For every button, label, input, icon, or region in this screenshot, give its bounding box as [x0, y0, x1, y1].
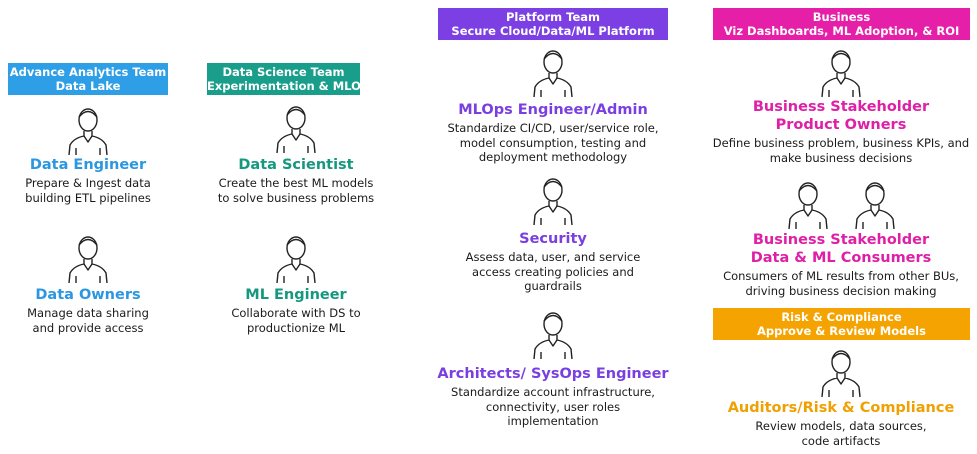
team-header: Data Science Team Experimentation & MLOp…: [207, 63, 376, 95]
role-title: Data Scientist: [238, 157, 354, 173]
person-icon: [817, 346, 865, 398]
role-desc: implementation: [507, 414, 599, 428]
team-header: Advance Analytics Team Data Lake: [8, 63, 168, 95]
person-icon: [817, 46, 865, 98]
header-line: Advance Analytics Team: [9, 65, 167, 79]
role: Data Engineer Prepare & Ingest data build…: [25, 156, 151, 205]
role-title: MLOps Engineer/Admin: [458, 102, 648, 118]
role-title: Business Stakeholder: [752, 99, 930, 115]
team-header: Platform Team Secure Cloud/Data/ML Platf…: [438, 8, 668, 40]
role: ML Engineer Collaborate with DS to produc…: [231, 286, 360, 335]
role: MLOps Engineer/Admin Standardize CI/CD, …: [447, 101, 658, 165]
role-desc: connectivity, user roles: [485, 399, 621, 414]
person-icon: [784, 178, 832, 230]
person-icon: [64, 104, 112, 156]
role-title: Data Owners: [35, 287, 141, 303]
team-header: Risk & Compliance Approve & Review Model…: [713, 308, 970, 340]
person-icon: [272, 232, 320, 284]
role-title: Data & ML Consumers: [750, 250, 932, 266]
person-icon: [529, 174, 577, 226]
header-line: Platform Team: [505, 10, 601, 24]
role-desc: Standardize account infrastructure,: [451, 385, 655, 399]
role-title: Product Owners: [775, 117, 907, 133]
role: Business Stakeholder Data & ML Consumers…: [723, 231, 959, 298]
role-desc: access creating policies and: [472, 264, 634, 279]
role-desc: Define business problem, business KPIs, …: [712, 136, 970, 150]
role-desc: Manage data sharing: [27, 306, 149, 320]
role-desc: model consumption, testing and: [459, 135, 647, 150]
person-icon: [529, 308, 577, 360]
header-line: Data Lake: [55, 79, 121, 93]
role-title: Auditors/Risk & Compliance: [727, 400, 955, 416]
role-desc: driving business decision making: [745, 283, 937, 298]
person-icon: [272, 102, 320, 154]
role-desc: make business decisions: [769, 150, 913, 165]
role: Security Assess data, user, and service a…: [466, 230, 641, 294]
person-icon: [64, 232, 112, 284]
role-desc: deployment methodology: [478, 150, 628, 164]
role: Data Scientist Create the best ML models…: [218, 156, 374, 205]
role-desc: Assess data, user, and service: [465, 250, 641, 264]
role-desc: guardrails: [524, 279, 582, 293]
role-desc: productionize ML: [246, 320, 346, 335]
person-icon: [529, 46, 577, 98]
header-line: Approve & Review Models: [757, 324, 926, 338]
header-line: Viz Dashboards, ML Adoption, & ROI: [723, 24, 960, 38]
role-desc: Standardize CI/CD, user/service role,: [447, 121, 659, 135]
role: Data Owners Manage data sharing and provi…: [27, 286, 149, 335]
role-desc: to solve business problems: [217, 190, 375, 205]
role-title: Business Stakeholder: [752, 232, 930, 248]
header-line: Experimentation & MLOps: [207, 79, 376, 93]
role-desc: Create the best ML models: [218, 176, 374, 190]
role-desc: building ETL pipelines: [25, 190, 151, 205]
role: Architects/ SysOps Engineer Standardize …: [437, 365, 668, 429]
role-title: ML Engineer: [245, 287, 347, 303]
role-desc: Consumers of ML results from other BUs,: [723, 269, 959, 283]
role-desc: Collaborate with DS to: [231, 306, 361, 320]
role-title: Architects/ SysOps Engineer: [437, 366, 669, 382]
team-header: Business Viz Dashboards, ML Adoption, & …: [713, 8, 970, 40]
header-line: Business: [812, 10, 871, 24]
role-desc: Review models, data sources,: [755, 419, 927, 433]
header-line: Secure Cloud/Data/ML Platform: [451, 24, 655, 38]
header-line: Data Science Team: [222, 65, 345, 79]
role: Business Stakeholder Product Owners Defi…: [713, 98, 969, 165]
role-desc: Prepare & Ingest data: [25, 176, 151, 190]
person-icon: [851, 178, 899, 230]
role-desc: code artifacts: [801, 433, 881, 448]
role-desc: and provide access: [32, 320, 144, 335]
role-title: Data Engineer: [29, 157, 147, 173]
role: Auditors/Risk & Compliance Review models…: [728, 399, 955, 448]
header-line: Risk & Compliance: [781, 310, 902, 324]
role-title: Security: [519, 231, 587, 247]
